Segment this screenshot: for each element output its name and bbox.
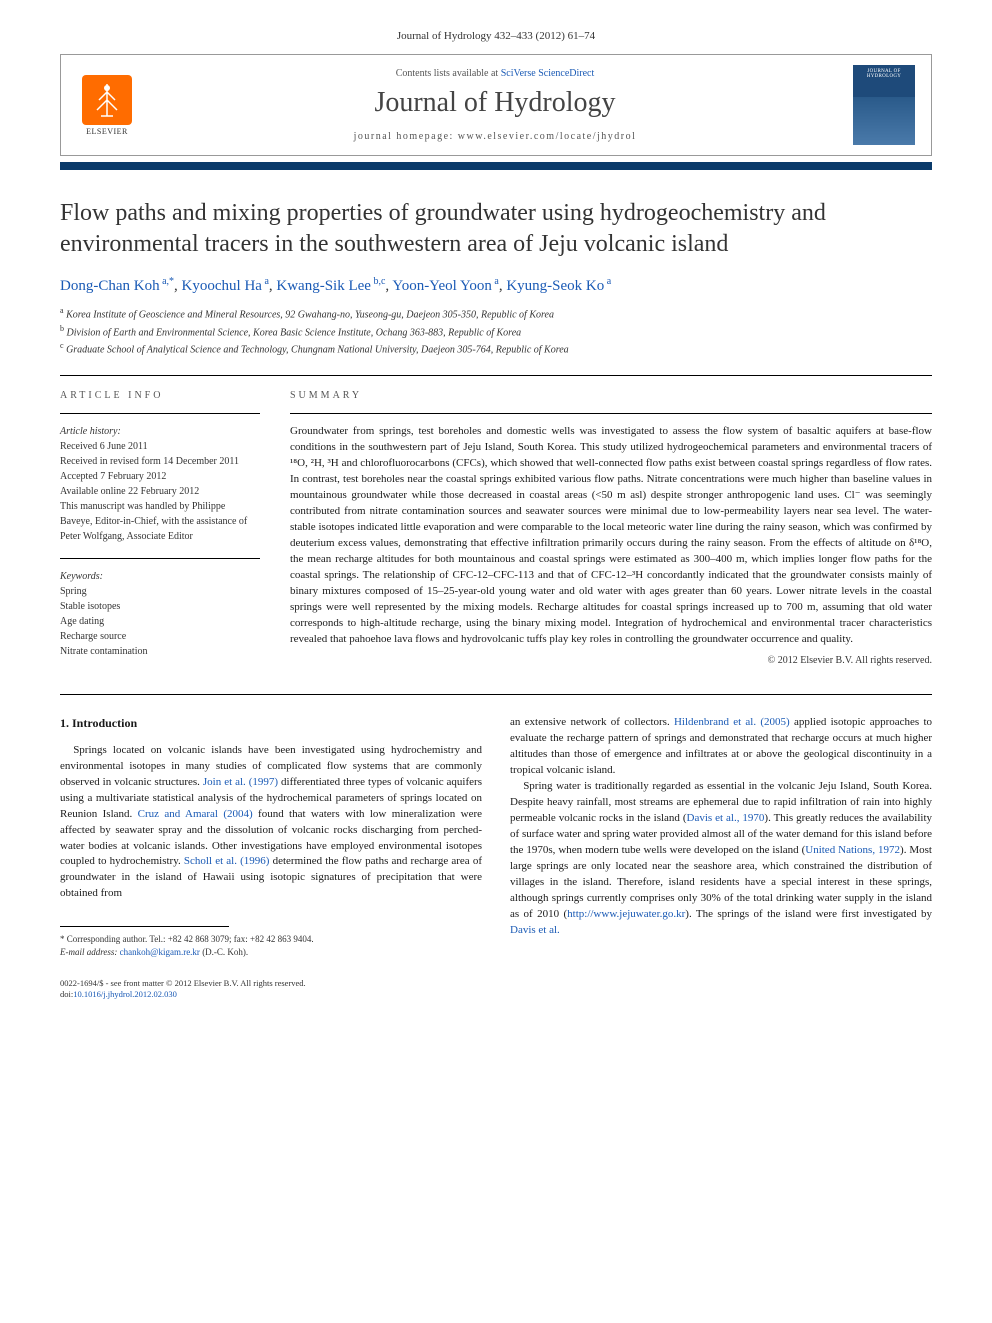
journal-homepage: journal homepage: www.elsevier.com/locat… [153, 131, 837, 142]
citation-link[interactable]: Join et al. (1997) [203, 776, 278, 788]
history-revised: Received in revised form 14 December 201… [60, 456, 239, 467]
footnote-email-who: (D.-C. Koh). [200, 947, 248, 957]
history-online: Available online 22 February 2012 [60, 486, 199, 497]
authors-line: Dong-Chan Koh a,*, Kyoochul Ha a, Kwang-… [60, 276, 932, 295]
keyword: Nitrate contamination [60, 646, 147, 657]
doi-link[interactable]: 10.1016/j.jhydrol.2012.02.030 [73, 989, 177, 999]
author-link[interactable]: Dong-Chan Koh [60, 278, 160, 294]
author-link[interactable]: Kyoochul Ha [182, 278, 262, 294]
summary-column: SUMMARY Groundwater from springs, test b… [290, 390, 932, 666]
journal-reference: Journal of Hydrology 432–433 (2012) 61–7… [60, 30, 932, 42]
copyright-line: © 2012 Elsevier B.V. All rights reserved… [290, 655, 932, 666]
affiliation-c: c Graduate School of Analytical Science … [60, 340, 932, 357]
citation-link[interactable]: Cruz and Amaral (2004) [138, 808, 253, 820]
journal-name: Journal of Hydrology [153, 87, 837, 119]
citation-link[interactable]: http://www.jejuwater.go.kr [567, 908, 685, 920]
body-columns: 1. Introduction Springs located on volca… [60, 715, 932, 958]
history-received: Received 6 June 2011 [60, 441, 148, 452]
contents-available: Contents lists available at SciVerse Sci… [153, 68, 837, 79]
corresponding-author-footnote: * Corresponding author. Tel.: +82 42 868… [60, 933, 482, 958]
footnote-corr: * Corresponding author. Tel.: +82 42 868… [60, 934, 314, 944]
citation-link[interactable]: Davis et al. [510, 924, 560, 936]
elsevier-label: ELSEVIER [86, 127, 128, 136]
doi-prefix: doi: [60, 989, 73, 999]
history-heading: Article history: [60, 426, 121, 437]
journal-header: ELSEVIER Contents lists available at Sci… [60, 54, 932, 156]
journal-cover-thumbnail: JOURNAL OF HYDROLOGY [853, 65, 915, 145]
citation-link[interactable]: Davis et al., 1970 [687, 812, 765, 824]
info-rule [290, 413, 932, 414]
citation-link[interactable]: United Nations, 1972 [805, 844, 900, 856]
affiliation-b: b Division of Earth and Environmental Sc… [60, 323, 932, 340]
summary-text: Groundwater from springs, test boreholes… [290, 424, 932, 647]
elsevier-logo: ELSEVIER [77, 70, 137, 140]
footnote-separator [60, 926, 229, 927]
keywords-block: Keywords: Spring Stable isotopes Age dat… [60, 569, 260, 659]
author-affil-sup: b,c [371, 276, 385, 287]
bottom-matter: 0022-1694/$ - see front matter © 2012 El… [60, 978, 932, 1000]
author-affil-sup: a [604, 276, 611, 287]
article-history: Article history: Received 6 June 2011 Re… [60, 424, 260, 544]
cover-title: JOURNAL OF HYDROLOGY [857, 69, 911, 79]
author-affil-sup: a [492, 276, 499, 287]
contents-prefix: Contents lists available at [396, 68, 501, 79]
footnote-email-link[interactable]: chankoh@kigam.re.kr [120, 947, 200, 957]
history-handled: This manuscript was handled by Philippe … [60, 501, 247, 542]
header-center: Contents lists available at SciVerse Sci… [153, 68, 837, 142]
summary-label: SUMMARY [290, 390, 932, 401]
section-rule [60, 694, 932, 695]
info-rule [60, 558, 260, 559]
affiliations: a Korea Institute of Geoscience and Mine… [60, 305, 932, 357]
author-link[interactable]: Kwang-Sik Lee [276, 278, 371, 294]
keywords-heading: Keywords: [60, 571, 103, 582]
sciencedirect-link[interactable]: SciVerse ScienceDirect [501, 68, 595, 79]
body-column-right: an extensive network of collectors. Hild… [510, 715, 932, 958]
keyword: Spring [60, 586, 87, 597]
info-summary-row: ARTICLE INFO Article history: Received 6… [60, 390, 932, 666]
author-link[interactable]: Kyung-Seok Ko [506, 278, 604, 294]
keyword: Stable isotopes [60, 601, 120, 612]
keyword: Recharge source [60, 631, 126, 642]
elsevier-tree-icon [82, 75, 132, 125]
homepage-url: www.elsevier.com/locate/jhydrol [458, 131, 637, 142]
intro-paragraph: Spring water is traditionally regarded a… [510, 779, 932, 938]
intro-heading: 1. Introduction [60, 715, 482, 732]
citation-link[interactable]: Hildenbrand et al. (2005) [674, 716, 790, 728]
author-link[interactable]: Yoon-Yeol Yoon [392, 278, 492, 294]
intro-paragraph: Springs located on volcanic islands have… [60, 743, 482, 902]
info-rule [60, 413, 260, 414]
section-rule [60, 375, 932, 376]
article-info-column: ARTICLE INFO Article history: Received 6… [60, 390, 260, 666]
citation-link[interactable]: Scholl et al. (1996) [184, 855, 270, 867]
title-rule [60, 162, 932, 170]
author-affil-sup: a [262, 276, 269, 287]
intro-paragraph: an extensive network of collectors. Hild… [510, 715, 932, 779]
author-affil-sup: a,* [160, 276, 174, 287]
homepage-prefix: journal homepage: [354, 131, 458, 142]
affiliation-a: a Korea Institute of Geoscience and Mine… [60, 305, 932, 322]
issn-line: 0022-1694/$ - see front matter © 2012 El… [60, 978, 306, 988]
article-title: Flow paths and mixing properties of grou… [60, 198, 932, 260]
body-column-left: 1. Introduction Springs located on volca… [60, 715, 482, 958]
article-info-label: ARTICLE INFO [60, 390, 260, 401]
keyword: Age dating [60, 616, 104, 627]
history-accepted: Accepted 7 February 2012 [60, 471, 166, 482]
footnote-email-label: E-mail address: [60, 947, 117, 957]
